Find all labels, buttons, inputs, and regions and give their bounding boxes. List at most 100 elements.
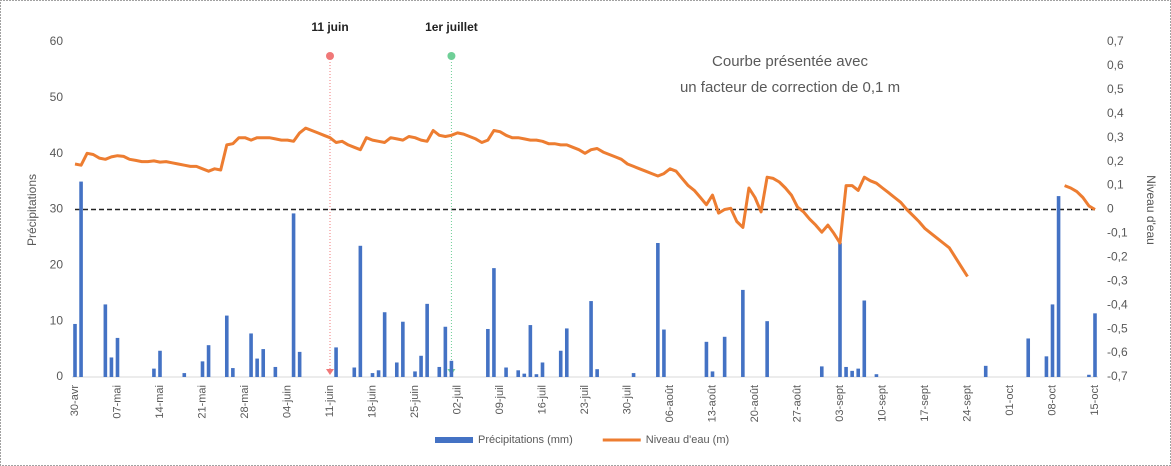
x-tick-label: 01-oct <box>1004 385 1016 416</box>
y2-tick-label: -0,3 <box>1107 273 1128 287</box>
bar <box>255 358 259 377</box>
bar <box>370 373 375 377</box>
x-tick-label: 03-sept <box>834 385 846 422</box>
bar <box>504 367 508 377</box>
x-tick-label: 10-sept <box>876 385 888 422</box>
bar <box>376 370 381 377</box>
x-tick-label: 24-sept <box>961 385 973 422</box>
x-tick-label: 20-août <box>749 385 761 422</box>
x-tick-label: 21-mai <box>196 385 208 419</box>
bar <box>741 289 745 377</box>
bar <box>722 336 727 377</box>
annotation: Courbe présentée avec <box>712 53 868 70</box>
y-tick-label: 60 <box>50 34 64 48</box>
x-tick-label: 23-juil <box>579 385 591 414</box>
legend-label: Niveau d'eau (m) <box>646 434 729 446</box>
y2-tick-label: -0,5 <box>1107 321 1128 335</box>
bar <box>358 245 363 377</box>
x-tick-label: 07-mai <box>111 385 123 419</box>
bar <box>1056 196 1061 377</box>
bar <box>182 373 187 377</box>
annotation: un facteur de correction de 0,1 m <box>680 79 900 96</box>
x-tick-label: 02-juil <box>451 385 463 414</box>
x-tick-label: 25-juin <box>409 385 421 418</box>
x-tick-label: 04-juin <box>281 385 293 418</box>
x-tick-label: 14-mai <box>154 385 166 419</box>
line <box>74 126 969 278</box>
bar <box>662 329 666 377</box>
bar <box>401 321 405 377</box>
legend-swatch <box>435 437 473 443</box>
x-tick-label: 27-août <box>791 385 803 422</box>
bar <box>1026 338 1031 377</box>
bar <box>492 268 496 377</box>
bar <box>850 370 854 377</box>
y2-axis-title: Niveau d'eau <box>1144 175 1158 245</box>
bar <box>273 366 278 377</box>
bar <box>1093 313 1097 377</box>
bar <box>844 366 848 377</box>
legend-label: Précipitations (mm) <box>478 434 573 446</box>
bar <box>115 337 120 377</box>
y2-tick-label: 0,4 <box>1107 106 1124 120</box>
bar <box>231 368 235 377</box>
bar <box>425 303 429 377</box>
bar <box>419 355 423 377</box>
bar <box>291 213 296 377</box>
y-axis-title: Précipitations <box>25 174 39 246</box>
bar <box>540 362 545 377</box>
bar <box>158 350 162 377</box>
bar <box>874 374 879 377</box>
y2-tick-label: -0,6 <box>1107 345 1128 359</box>
bar <box>765 321 769 377</box>
x-tick-label: 30-avr <box>69 385 81 417</box>
bar <box>443 326 448 377</box>
x-tick-label: 28-mai <box>239 385 251 419</box>
bar <box>437 366 442 377</box>
bar <box>522 373 527 377</box>
bar <box>862 300 867 377</box>
bar <box>710 371 715 377</box>
bar <box>334 347 338 377</box>
marker-arrow <box>326 369 334 375</box>
bar <box>1087 374 1091 377</box>
x-tick-label: 15-oct <box>1089 385 1101 416</box>
x-tick-label: 13-août <box>706 385 718 422</box>
x-tick-label: 08-oct <box>1046 385 1058 416</box>
y-tick-label: 0 <box>56 369 63 383</box>
y2-tick-label: 0 <box>1107 202 1114 216</box>
bar <box>486 328 490 377</box>
x-tick-label: 30-juil <box>621 385 633 414</box>
y-tick-label: 50 <box>50 90 64 104</box>
marker-dot <box>447 52 456 60</box>
y2-tick-label: 0,2 <box>1107 154 1124 168</box>
bar <box>983 365 988 377</box>
bar <box>589 301 593 377</box>
y2-tick-label: 0,1 <box>1107 178 1124 192</box>
bar <box>413 371 417 377</box>
y2-tick-label: 0,6 <box>1107 58 1124 72</box>
bar <box>297 351 302 377</box>
bar <box>109 357 114 377</box>
bar <box>656 243 660 377</box>
y-tick-label: 30 <box>50 202 64 216</box>
y2-tick-label: 0,5 <box>1107 82 1124 96</box>
bar <box>449 360 454 377</box>
x-tick-label: 16-juil <box>536 385 548 414</box>
y2-tick-label: 0,7 <box>1107 34 1124 48</box>
marker-dot <box>326 52 334 60</box>
bar <box>103 304 108 377</box>
line <box>1064 184 1096 211</box>
bar <box>352 367 357 377</box>
x-tick-label: 11-juin <box>324 385 336 417</box>
bar <box>200 361 205 377</box>
marker-label: 1er juillet <box>425 20 478 34</box>
y-tick-label: 40 <box>50 146 64 160</box>
bar <box>249 333 253 377</box>
bar <box>1044 356 1049 377</box>
bar <box>73 323 77 377</box>
y2-tick-label: -0,4 <box>1107 297 1128 311</box>
bar <box>1050 304 1055 377</box>
